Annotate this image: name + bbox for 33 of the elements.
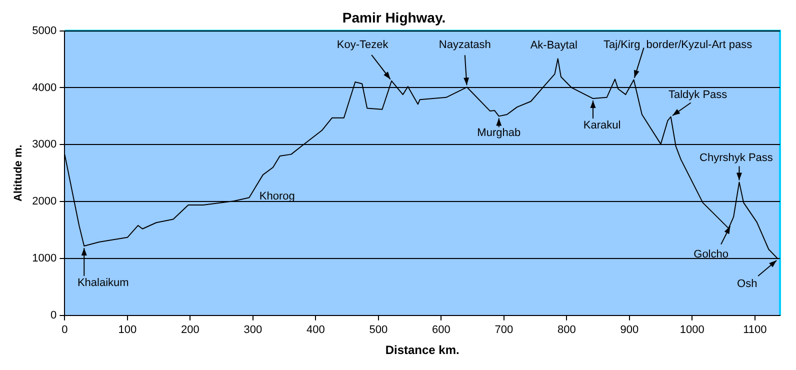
y-tick-label: 1000	[32, 252, 57, 265]
x-tick-label: 0	[62, 324, 68, 336]
x-tick-label: 900	[620, 324, 639, 336]
y-tick-label: 0	[50, 309, 57, 322]
annotation: Khalaikum	[77, 276, 129, 289]
x-tick-label: 500	[369, 324, 388, 336]
y-tick-label: 3000	[32, 138, 57, 151]
x-tick-label: 200	[180, 324, 200, 336]
y-tick-label: 2000	[32, 196, 57, 208]
annotation: Ak-Baytal	[530, 40, 578, 52]
annotation: Taj/Kirg border/Kyzul-Art pass	[604, 38, 753, 51]
annotation: Murghab	[477, 127, 521, 140]
annotation: Khorog	[259, 190, 295, 203]
annotation: Golcho	[694, 248, 728, 260]
annotation: Nayzatash	[438, 39, 491, 52]
y-axis-title: Altitude m.	[12, 144, 25, 202]
x-tick-label: 800	[557, 324, 576, 336]
x-tick-label: 600	[432, 324, 450, 336]
x-tick-label: 1100	[743, 324, 767, 336]
chart-title: Pamir Highway.	[342, 9, 446, 26]
annotation: Chyrshyk Pass	[700, 152, 774, 164]
annotation: Osh	[737, 278, 758, 290]
y-tick-label: 4000	[32, 82, 57, 94]
x-axis-title: Distance km.	[385, 343, 460, 358]
annotation: Taldyk Pass	[668, 88, 728, 101]
y-tick-label: 5000	[32, 24, 57, 37]
annotation: Karakul	[583, 120, 621, 132]
x-tick-label: 1000	[680, 324, 704, 336]
annotation: Koy-Tezek	[336, 38, 389, 51]
x-tick-label: 300	[244, 324, 262, 336]
x-tick-label: 100	[118, 324, 137, 336]
x-tick-label: 700	[494, 324, 514, 336]
x-tick-label: 400	[306, 324, 325, 336]
